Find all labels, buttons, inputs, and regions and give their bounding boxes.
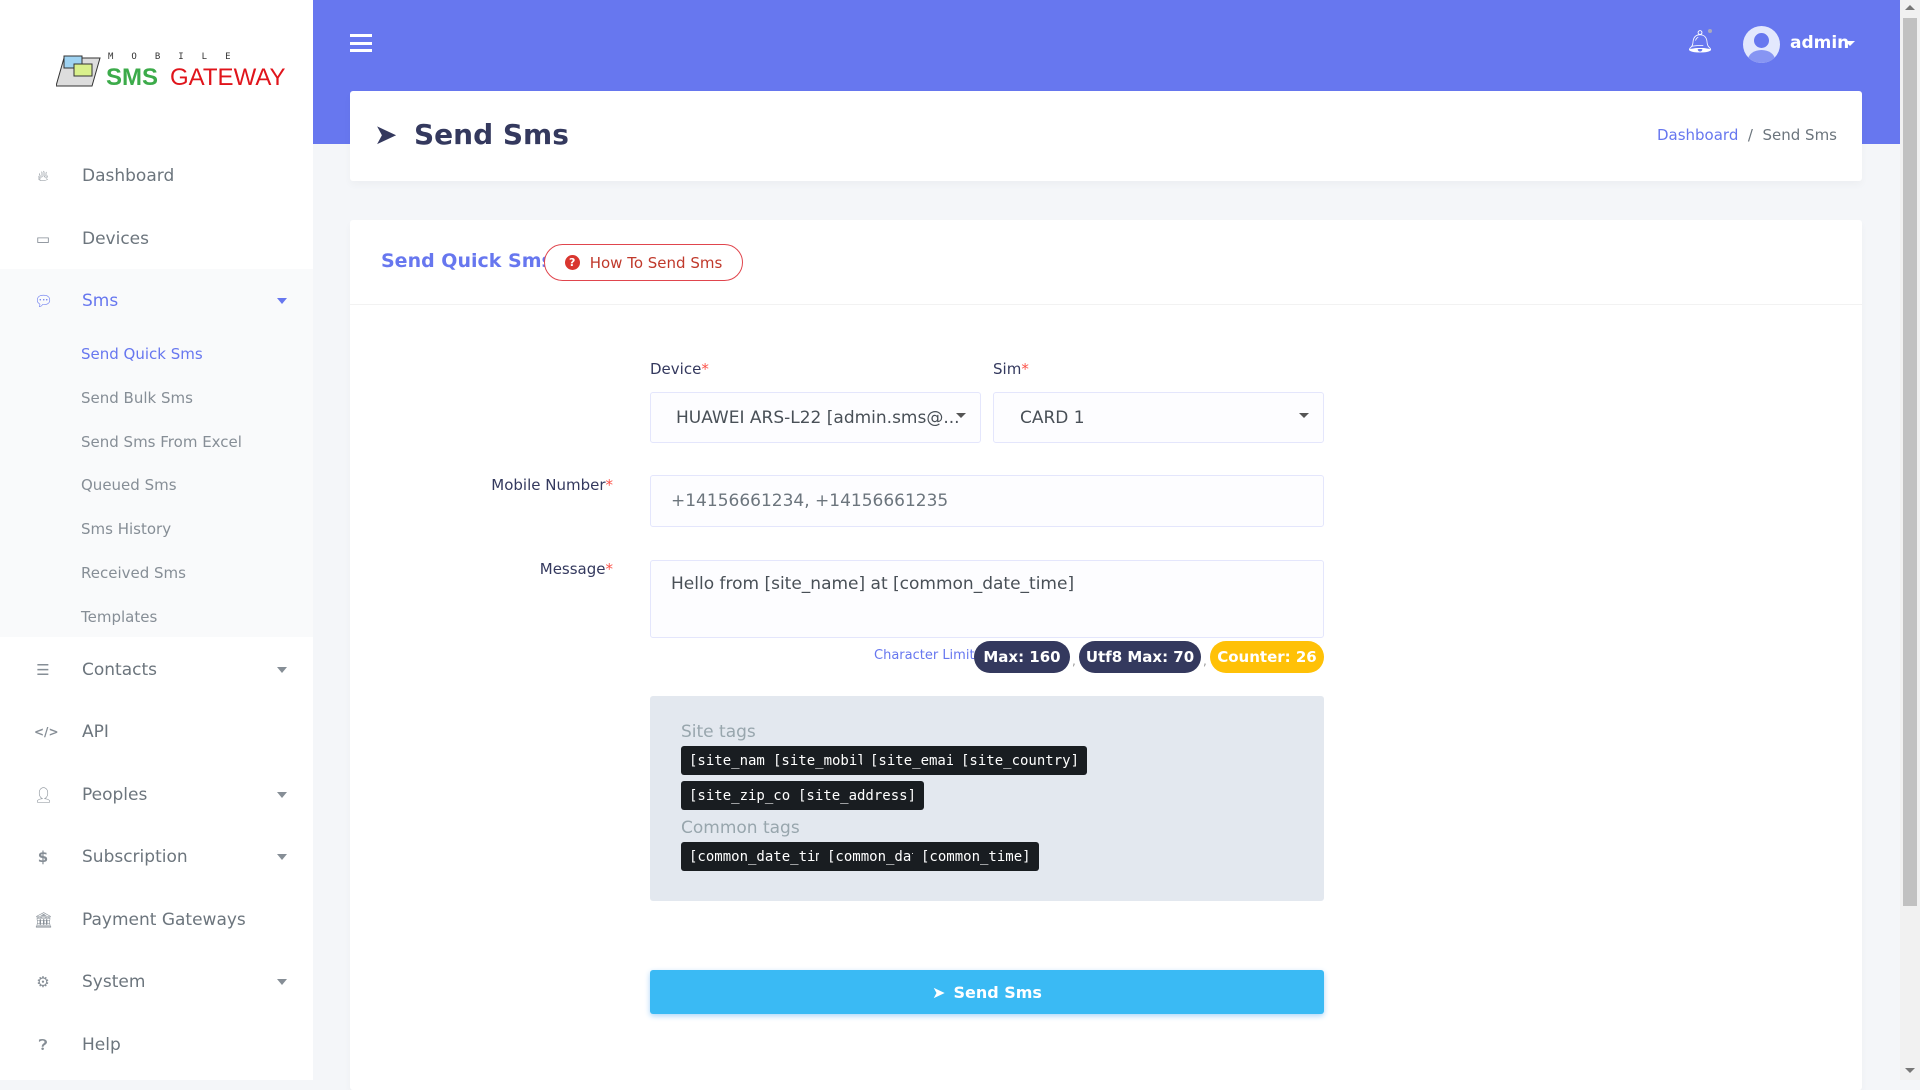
utf8-max-badge: Utf8 Max: 70 — [1079, 641, 1201, 673]
tag-site-country[interactable]: [site_country] — [953, 746, 1088, 775]
submenu-sms-history[interactable]: Sms History — [81, 520, 172, 538]
page-title: Send Sms — [414, 118, 569, 151]
send-sms-button[interactable]: ➤ Send Sms — [650, 970, 1324, 1014]
device-select[interactable]: HUAWEI ARS-L22 [admin.sms@... — [650, 392, 981, 443]
chevron-down-icon — [277, 298, 287, 304]
character-limit-label: Character Limit — [874, 648, 975, 663]
paper-plane-icon: ➤ — [374, 118, 398, 151]
submenu-send-sms-from-excel[interactable]: Send Sms From Excel — [81, 433, 242, 451]
message-textarea[interactable]: Hello from [site_name] at [common_date_t… — [650, 560, 1324, 638]
sidebar-item-help[interactable]: ❓︎ Help — [0, 1020, 313, 1070]
question-icon: ❓︎ — [38, 1036, 48, 1054]
scrollbar-thumb[interactable] — [1903, 18, 1917, 906]
submenu-send-quick-sms[interactable]: Send Quick Sms — [81, 345, 203, 363]
chevron-down-icon[interactable] — [1845, 41, 1855, 46]
scroll-up-icon[interactable] — [1905, 5, 1915, 10]
sidebar-item-contacts[interactable]: ☰ Contacts — [0, 645, 313, 695]
user-menu[interactable]: admin — [1790, 33, 1850, 53]
chevron-down-icon — [277, 667, 287, 673]
submenu-send-bulk-sms[interactable]: Send Bulk Sms — [81, 389, 193, 407]
paper-plane-icon: ➤ — [932, 982, 946, 1002]
sidebar-item-api[interactable]: </> API — [34, 722, 109, 742]
gear-icon: ⚙ — [36, 973, 50, 991]
message-label: Message* — [539, 560, 613, 578]
submenu-templates[interactable]: Templates — [81, 608, 158, 626]
sidebar-item-payment-gateways[interactable]: 🏛︎ Payment Gateways — [34, 910, 246, 930]
dollar-icon: $ — [37, 848, 49, 866]
breadcrumb-dashboard[interactable]: Dashboard — [1656, 126, 1739, 144]
chevron-down-icon — [956, 413, 966, 418]
mobile-number-input[interactable]: +14156661234, +14156661235 — [650, 475, 1324, 527]
logo-chat-icon — [56, 55, 101, 87]
comments-icon: 💬︎ — [34, 292, 54, 310]
max-badge: Max: 160 — [974, 641, 1070, 673]
tags-panel: Site tags [site_name] [site_mobile] [sit… — [650, 696, 1324, 901]
code-icon: </> — [34, 725, 59, 739]
logo[interactable]: MOBILE SMS GATEWAY — [56, 52, 286, 94]
sidebar-item-sms[interactable]: 💬︎ Sms — [0, 276, 313, 326]
sim-label: Sim* — [993, 360, 1029, 378]
bank-icon: 🏛︎ — [34, 911, 54, 929]
scrollbar[interactable] — [1900, 0, 1920, 1080]
separator: , — [1072, 654, 1076, 668]
device-label: Device* — [650, 360, 709, 378]
how-to-send-sms-button[interactable]: ? How To Send Sms — [544, 244, 743, 281]
site-tags-label: Site tags — [681, 722, 756, 742]
hamburger-menu-icon[interactable] — [350, 34, 372, 52]
submenu-queued-sms[interactable]: Queued Sms — [81, 476, 177, 494]
tag-site-address[interactable]: [site_address] — [790, 781, 925, 810]
breadcrumb-current: Send Sms — [1762, 126, 1838, 144]
chevron-down-icon — [277, 792, 287, 798]
submenu-received-sms[interactable]: Received Sms — [81, 564, 186, 582]
breadcrumb: Dashboard / Send Sms — [1656, 126, 1838, 144]
laptop-icon: ▭ — [35, 230, 51, 248]
list-icon: ☰ — [36, 661, 50, 679]
notification-dot — [1708, 29, 1712, 33]
chevron-down-icon — [1299, 413, 1309, 418]
sidebar-item-devices[interactable]: ▭ Devices — [35, 229, 149, 249]
sidebar-item-dashboard[interactable]: 🔥︎ Dashboard — [0, 151, 313, 201]
sms-submenu — [0, 269, 313, 637]
chevron-down-icon — [277, 979, 287, 985]
avatar[interactable] — [1743, 26, 1780, 63]
counter-badge: Counter: 26 — [1210, 641, 1324, 673]
page-header-card — [350, 91, 1862, 181]
sim-select[interactable]: CARD 1 — [993, 392, 1324, 443]
sidebar: MOBILE SMS GATEWAY 🔥︎ Dashboard ▭ Devices … — [0, 0, 313, 1080]
scroll-down-icon[interactable] — [1905, 1068, 1915, 1073]
mobile-number-label: Mobile Number* — [491, 476, 613, 494]
fire-icon: 🔥︎ — [37, 167, 49, 185]
question-circle-icon: ? — [564, 255, 580, 270]
chevron-down-icon — [277, 854, 287, 860]
user-icon: 👤︎ — [34, 786, 54, 804]
common-tags-label: Common tags — [681, 818, 800, 838]
sidebar-item-subscription[interactable]: $ Subscription — [0, 832, 313, 882]
tag-common-time[interactable]: [common_time] — [913, 842, 1039, 871]
bell-icon[interactable]: 🔔︎ — [1686, 30, 1714, 55]
card-title: Send Quick Sms — [381, 250, 553, 272]
divider — [350, 304, 1862, 305]
sidebar-item-peoples[interactable]: 👤︎ Peoples — [0, 770, 313, 820]
separator: , — [1203, 654, 1207, 668]
sidebar-item-system[interactable]: ⚙ System — [0, 957, 313, 1007]
